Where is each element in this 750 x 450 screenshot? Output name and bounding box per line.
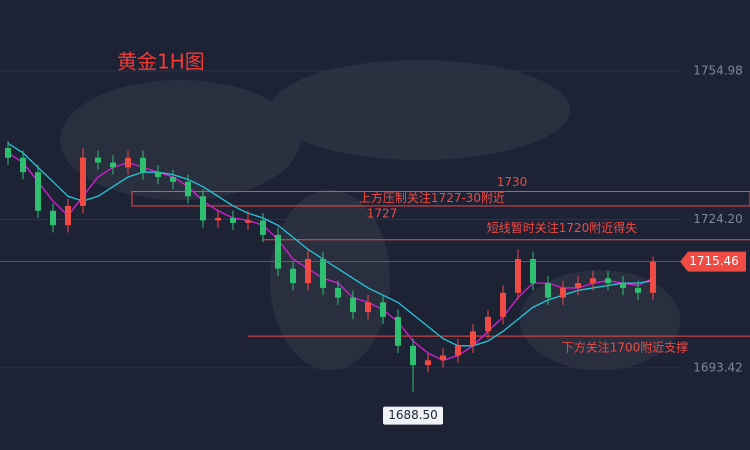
candle-body xyxy=(155,172,161,178)
level-text: 下方关注1700附近支撑 xyxy=(562,340,689,355)
candle-body xyxy=(575,283,581,288)
candle-body xyxy=(65,205,71,226)
last-price-label: 1715.46 xyxy=(689,254,739,268)
y-tick-label: 1754.98 xyxy=(693,63,743,77)
candle-body xyxy=(230,218,236,223)
candle-body xyxy=(275,234,281,269)
candle-body xyxy=(470,331,476,346)
moving-average xyxy=(7,142,654,347)
candle-body xyxy=(290,268,296,284)
candle-body xyxy=(440,355,446,361)
candle-body xyxy=(185,181,191,197)
candle-body xyxy=(590,278,596,284)
candle-body xyxy=(335,287,341,298)
candle-body xyxy=(5,148,11,158)
candle-body xyxy=(215,218,221,221)
candle-body xyxy=(410,345,416,366)
candle-body xyxy=(560,287,566,298)
candle-body xyxy=(95,157,101,163)
zone-text: 上方压制关注1727-30附近 xyxy=(359,190,505,205)
chart-title: 黄金1H图 xyxy=(117,50,205,74)
candle-body xyxy=(620,283,626,288)
y-tick-label: 1724.20 xyxy=(693,212,743,226)
candle-body xyxy=(365,302,371,313)
candle-body xyxy=(395,316,401,346)
candle-body xyxy=(455,345,461,356)
candle-body xyxy=(260,220,266,235)
candle-body xyxy=(530,259,536,284)
candle-body xyxy=(140,157,146,173)
candle-body xyxy=(200,196,206,221)
low-tag xyxy=(383,406,443,425)
candle-body xyxy=(350,297,356,313)
low-label: 1688.50 xyxy=(388,408,438,422)
candle-body xyxy=(50,210,56,226)
candle-body xyxy=(20,157,26,173)
y-tick-label: 1693.42 xyxy=(693,360,743,374)
candle-body xyxy=(80,157,86,206)
candle-body xyxy=(170,177,176,182)
candle-body xyxy=(605,278,611,284)
candle-body xyxy=(545,283,551,298)
resistance-zone xyxy=(131,190,750,207)
candle-body xyxy=(320,259,326,288)
zone-bottom-label: 1727 xyxy=(367,206,398,220)
candle-body xyxy=(650,261,656,293)
candle-body xyxy=(500,292,506,317)
zone-top-label: 1730 xyxy=(497,175,528,189)
candle-body xyxy=(110,162,116,168)
candle-body xyxy=(485,316,491,332)
candle-body xyxy=(305,259,311,284)
candle-body xyxy=(425,360,431,366)
candle-body xyxy=(515,259,521,293)
candle-body xyxy=(125,157,131,168)
last-price-tag xyxy=(680,251,746,272)
candle-body xyxy=(245,220,251,223)
level-text: 短线暂时关注1720附近得失 xyxy=(487,220,638,235)
candle-body xyxy=(380,302,386,317)
candle-body xyxy=(35,172,41,211)
candle-body xyxy=(635,287,641,293)
